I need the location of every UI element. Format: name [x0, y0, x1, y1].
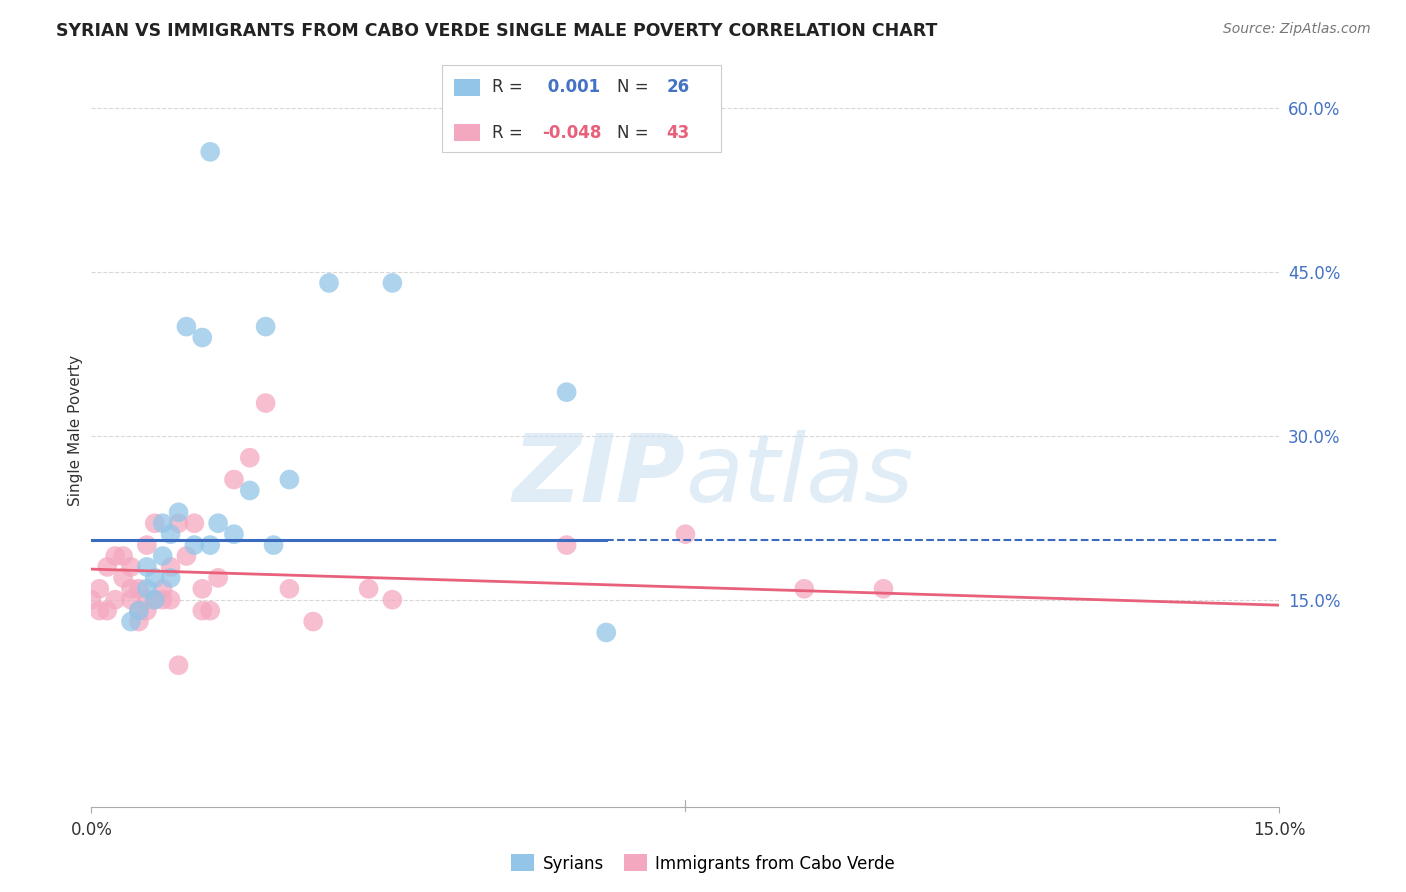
Point: [120, 582, 142, 596]
Text: -0.048: -0.048: [541, 123, 600, 142]
Point: [207, 516, 229, 531]
Point: [128, 615, 150, 629]
Point: [357, 582, 380, 596]
Legend: Syrians, Immigrants from Cabo Verde: Syrians, Immigrants from Cabo Verde: [505, 847, 901, 880]
FancyBboxPatch shape: [454, 124, 479, 141]
Text: ZIP: ZIP: [513, 430, 685, 522]
Point: [135, 538, 157, 552]
Point: [200, 538, 222, 552]
Point: [555, 538, 578, 552]
Point: [222, 473, 245, 487]
Point: [135, 582, 157, 596]
Point: [239, 450, 262, 465]
Point: [239, 483, 262, 498]
Text: R =: R =: [492, 123, 527, 142]
Point: [152, 516, 174, 531]
Text: N =: N =: [616, 123, 654, 142]
Point: [200, 604, 222, 618]
Point: [159, 560, 181, 574]
Text: N =: N =: [616, 78, 654, 96]
Text: 43: 43: [666, 123, 690, 142]
Point: [104, 592, 127, 607]
Point: [135, 604, 157, 618]
Text: atlas: atlas: [685, 430, 914, 521]
Point: [595, 625, 617, 640]
Point: [167, 505, 190, 519]
Point: [152, 592, 174, 607]
Text: 0.001: 0.001: [541, 78, 600, 96]
Point: [872, 582, 894, 596]
Point: [80, 592, 103, 607]
Point: [159, 571, 181, 585]
Point: [104, 549, 127, 563]
Point: [381, 592, 404, 607]
Point: [207, 571, 229, 585]
Point: [120, 592, 142, 607]
Point: [381, 276, 404, 290]
Point: [128, 604, 150, 618]
Point: [143, 592, 166, 607]
Y-axis label: Single Male Poverty: Single Male Poverty: [67, 355, 83, 506]
Point: [120, 615, 142, 629]
Point: [673, 527, 696, 541]
Point: [167, 658, 190, 673]
Point: [176, 549, 198, 563]
Point: [222, 527, 245, 541]
Point: [318, 276, 340, 290]
Point: [278, 473, 301, 487]
Point: [135, 560, 157, 574]
Point: [176, 319, 198, 334]
Point: [96, 560, 118, 574]
Point: [152, 549, 174, 563]
Point: [112, 571, 135, 585]
Point: [302, 615, 325, 629]
Point: [143, 571, 166, 585]
Point: [167, 516, 190, 531]
Point: [263, 538, 285, 552]
Point: [191, 330, 214, 344]
Point: [152, 582, 174, 596]
Point: [200, 145, 222, 159]
Point: [254, 396, 277, 410]
Point: [96, 604, 118, 618]
FancyBboxPatch shape: [441, 65, 721, 152]
Text: 26: 26: [666, 78, 689, 96]
Point: [128, 582, 150, 596]
Point: [89, 604, 111, 618]
Point: [128, 604, 150, 618]
Point: [191, 582, 214, 596]
Point: [143, 516, 166, 531]
Point: [89, 582, 111, 596]
Text: SYRIAN VS IMMIGRANTS FROM CABO VERDE SINGLE MALE POVERTY CORRELATION CHART: SYRIAN VS IMMIGRANTS FROM CABO VERDE SIN…: [56, 22, 938, 40]
Point: [143, 592, 166, 607]
Point: [191, 604, 214, 618]
Point: [183, 516, 205, 531]
Point: [120, 560, 142, 574]
Point: [159, 527, 181, 541]
Point: [159, 592, 181, 607]
Point: [112, 549, 135, 563]
Text: R =: R =: [492, 78, 527, 96]
Point: [254, 319, 277, 334]
Point: [183, 538, 205, 552]
FancyBboxPatch shape: [454, 79, 479, 95]
Point: [135, 592, 157, 607]
Point: [555, 385, 578, 400]
Point: [278, 582, 301, 596]
Point: [793, 582, 815, 596]
Text: Source: ZipAtlas.com: Source: ZipAtlas.com: [1223, 22, 1371, 37]
